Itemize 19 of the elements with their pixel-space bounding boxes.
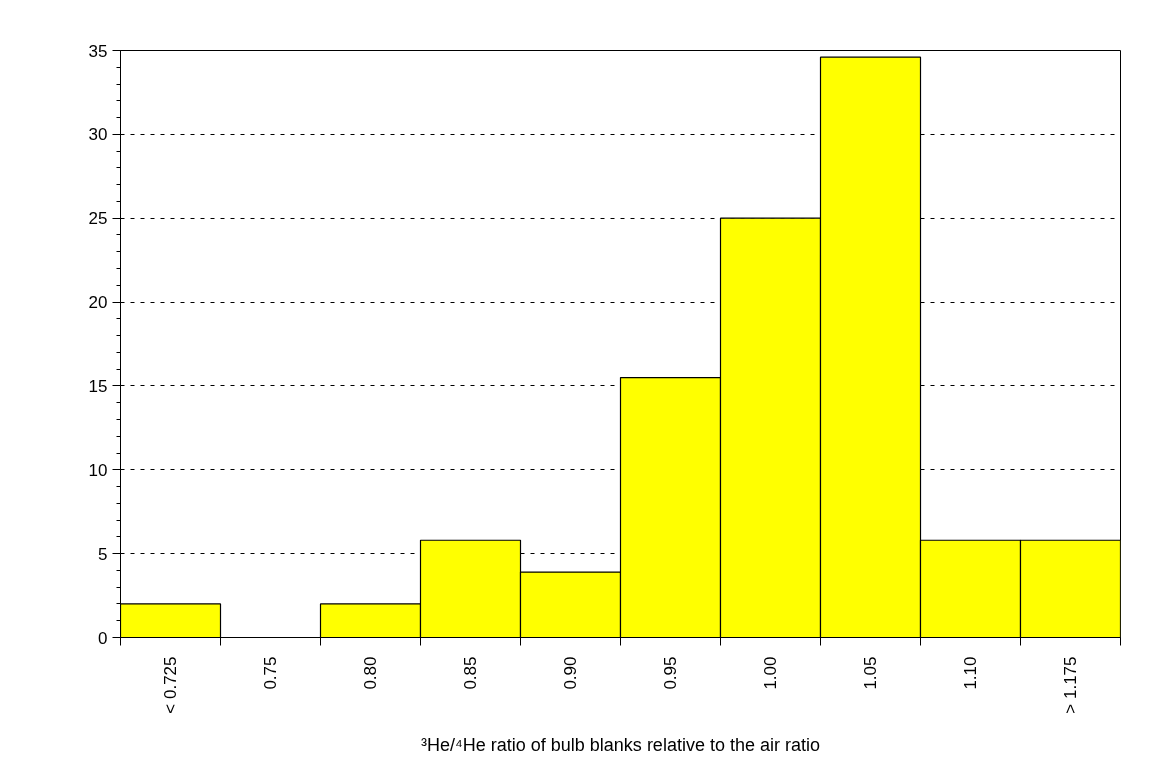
x-tick-label: 1.00	[761, 656, 780, 690]
x-tick-label: 0.75	[261, 656, 280, 690]
x-tick-label: 0.95	[661, 656, 680, 690]
x-axis-title: ³He/⁴He ratio of bulb blanks relative to the air ratio	[421, 734, 820, 755]
y-tick-label: 15	[88, 376, 108, 396]
y-tick-label: 35	[88, 41, 108, 61]
x-tick-label: 1.05	[861, 656, 880, 690]
x-tick-label: 0.90	[561, 656, 580, 690]
y-tick-label: 20	[88, 293, 108, 313]
y-tick-label: 0	[98, 628, 108, 648]
x-tick-label: < 0.725	[161, 656, 180, 714]
y-tick-label: 5	[98, 544, 108, 564]
x-tick-label: > 1.175	[1061, 656, 1080, 714]
x-tick-label: 0.85	[461, 656, 480, 690]
y-tick-label: 30	[88, 125, 108, 145]
y-tick-label: 10	[88, 460, 108, 480]
y-tick-label: 25	[88, 209, 108, 229]
x-tick-label: 0.80	[361, 656, 380, 690]
x-tick-label: 1.10	[961, 656, 980, 690]
